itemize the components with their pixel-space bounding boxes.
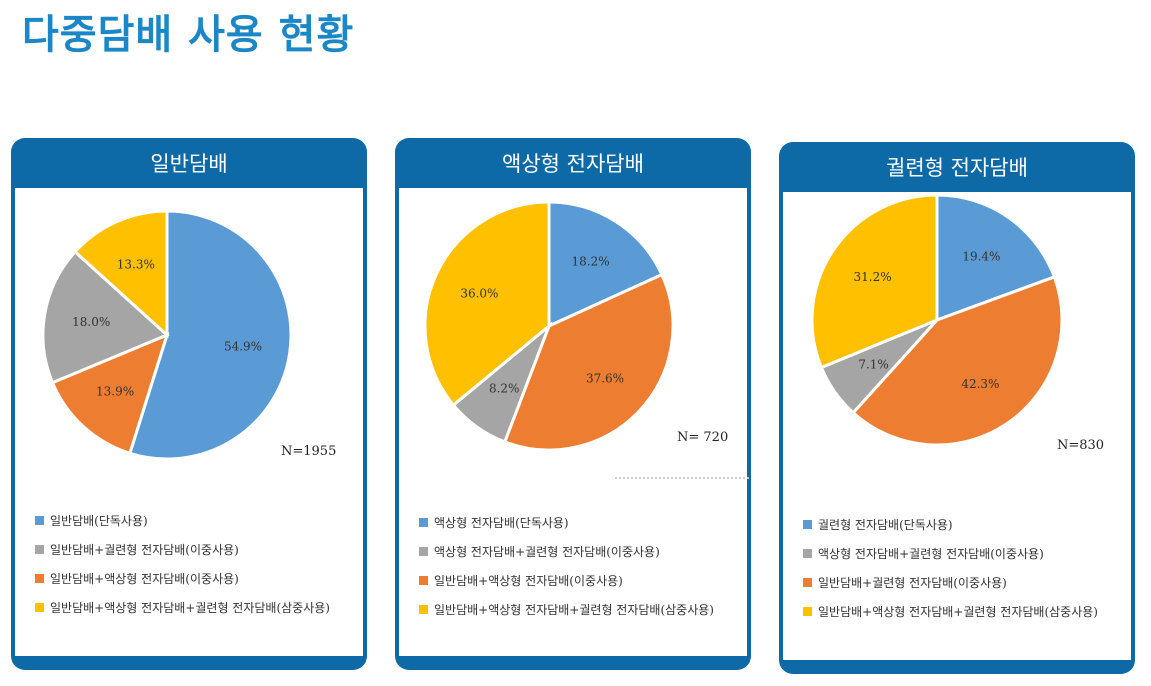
legend-item: 일반담배+액상형 전자담배(이중사용) <box>35 564 330 593</box>
panel-title: 일반담배 <box>150 152 228 176</box>
chart-panel-heated-tobacco: 궐련형 전자담배 19.4% 42.3% 7.1% 31.2% N=830 궐련형 전… <box>779 142 1135 674</box>
pie-slice-0 <box>127 209 293 461</box>
slice-value-label: 13.9% <box>96 385 134 399</box>
legend-item: 일반담배+액상형 전자담배(이중사용) <box>419 566 714 595</box>
pie-slice-0 <box>547 200 664 329</box>
pie-chart: 18.2% 37.6% 8.2% 36.0% <box>423 200 675 452</box>
legend-swatch <box>35 603 44 612</box>
legend-item: 일반담배+액상형 전자담배+궐련형 전자담배(삼중사용) <box>35 593 330 622</box>
slice-value-label: 7.1% <box>858 358 889 372</box>
sample-size-label: N= 720 <box>677 430 729 445</box>
pie-slice-3 <box>810 193 939 370</box>
legend: 궐련형 전자담배(단독사용) 액상형 전자담배+궐련형 전자담배(이중사용) 일반담… <box>803 510 1098 626</box>
sample-size-label: N=1955 <box>281 444 337 459</box>
legend-label: 일반담배+액상형 전자담배+궐련형 전자담배(삼중사용) <box>818 605 1098 619</box>
legend-swatch <box>803 578 812 587</box>
legend-label: 일반담배+액상형 전자담배+궐련형 전자담배(삼중사용) <box>50 601 330 615</box>
legend-item: 일반담배+액상형 전자담배+궐련형 전자담배(삼중사용) <box>803 597 1098 626</box>
chart-panel-liquid-ecig: 액상형 전자담배 18.2% 37.6% 8.2% 36.0% N= 720 액상형 … <box>395 138 751 670</box>
slice-value-label: 18.0% <box>72 315 110 329</box>
legend-label: 일반담배+궐련형 전자담배(이중사용) <box>818 576 1007 590</box>
sample-size-label: N=830 <box>1057 438 1105 453</box>
legend-swatch <box>803 607 812 616</box>
legend-label: 일반담배+궐련형 전자담배(이중사용) <box>50 543 239 557</box>
legend-label: 일반담배+액상형 전자담배(이중사용) <box>50 572 239 586</box>
legend-swatch <box>803 520 812 529</box>
legend-item: 액상형 전자담배+궐련형 전자담배(이중사용) <box>419 537 714 566</box>
pie-slice-1 <box>851 274 1064 447</box>
pie-slice-1 <box>502 272 675 452</box>
chart-panel-general-cigarette: 일반담배 54.9% 13.9% 18.0% 13.3% N=1955 일반담배(단독… <box>11 138 367 670</box>
legend-swatch <box>419 518 428 527</box>
legend-label: 궐련형 전자담배(단독사용) <box>818 518 953 532</box>
legend-label: 일반담배+액상형 전자담배(이중사용) <box>434 574 623 588</box>
legend-swatch <box>419 547 428 556</box>
pie-chart: 54.9% 13.9% 18.0% 13.3% <box>41 209 293 461</box>
panel-title: 궐련형 전자담배 <box>886 156 1028 180</box>
pie-slice-3 <box>72 209 169 339</box>
legend-swatch <box>803 549 812 558</box>
legend-label: 일반담배(단독사용) <box>50 514 148 528</box>
legend-swatch <box>419 576 428 585</box>
slice-value-label: 8.2% <box>489 382 520 396</box>
legend-item: 액상형 전자담배+궐련형 전자담배(이중사용) <box>803 539 1098 568</box>
legend-swatch <box>35 545 44 554</box>
pie-slice-0 <box>935 193 1057 323</box>
legend-swatch <box>419 605 428 614</box>
pie-chart: 19.4% 42.3% 7.1% 31.2% <box>810 193 1064 447</box>
panel-body: 54.9% 13.9% 18.0% 13.3% N=1955 일반담배(단독사용) 일반… <box>15 188 363 656</box>
slice-value-label: 37.6% <box>586 372 624 386</box>
slice-value-label: 42.3% <box>961 377 999 391</box>
legend-label: 액상형 전자담배+궐련형 전자담배(이중사용) <box>434 545 660 559</box>
page-title: 다중담배 사용 현황 <box>22 12 355 58</box>
legend-item: 일반담배+궐련형 전자담배(이중사용) <box>35 535 330 564</box>
legend: 액상형 전자담배(단독사용) 액상형 전자담배+궐련형 전자담배(이중사용) 일반담… <box>419 508 714 624</box>
legend-label: 일반담배+액상형 전자담배+궐련형 전자담배(삼중사용) <box>434 603 714 617</box>
legend-label: 액상형 전자담배+궐련형 전자담배(이중사용) <box>818 547 1044 561</box>
pie-slice-1 <box>50 332 170 456</box>
slice-value-label: 31.2% <box>854 270 892 284</box>
legend-swatch <box>35 516 44 525</box>
dotted-divider <box>615 477 749 479</box>
legend-item: 일반담배+액상형 전자담배+궐련형 전자담배(삼중사용) <box>419 595 714 624</box>
slice-value-label: 19.4% <box>962 250 1000 264</box>
panel-body: 19.4% 42.3% 7.1% 31.2% N=830 궐련형 전자담배(단독사용)… <box>783 192 1131 660</box>
legend-item: 궐련형 전자담배(단독사용) <box>803 510 1098 539</box>
panel-body: 18.2% 37.6% 8.2% 36.0% N= 720 액상형 전자담배(단독사용… <box>399 188 749 656</box>
slice-value-label: 54.9% <box>224 340 262 354</box>
legend: 일반담배(단독사용) 일반담배+궐련형 전자담배(이중사용) 일반담배+액상형 전자… <box>35 506 330 622</box>
slice-value-label: 18.2% <box>572 254 610 268</box>
legend-item: 일반담배+궐련형 전자담배(이중사용) <box>803 568 1098 597</box>
legend-item: 일반담배(단독사용) <box>35 506 330 535</box>
slice-value-label: 36.0% <box>460 286 498 300</box>
legend-item: 액상형 전자담배(단독사용) <box>419 508 714 537</box>
slice-value-label: 13.3% <box>117 258 155 272</box>
legend-label: 액상형 전자담배(단독사용) <box>434 516 569 530</box>
legend-swatch <box>35 574 44 583</box>
pie-slice-3 <box>423 200 551 408</box>
panel-title: 액상형 전자담배 <box>502 152 644 176</box>
pie-slice-2 <box>41 249 170 385</box>
